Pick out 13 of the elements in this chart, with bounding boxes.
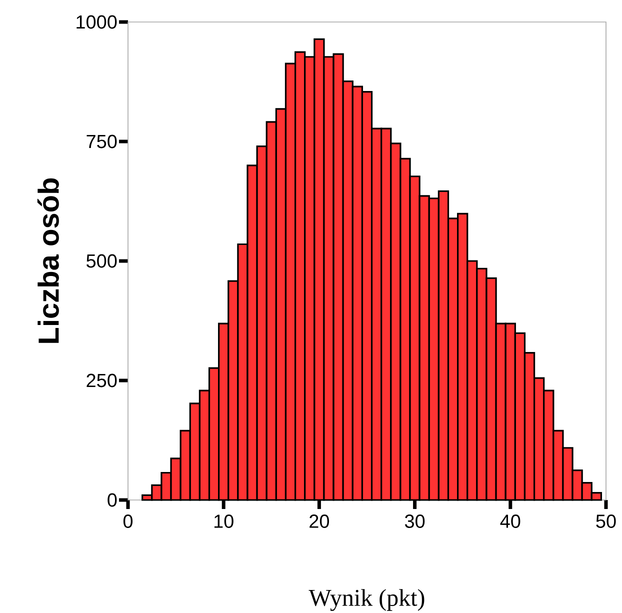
y-axis-title: Liczba osób bbox=[37, 178, 59, 343]
x-tick-label: 10 bbox=[214, 514, 234, 528]
y-tick-label: 1000 bbox=[76, 15, 117, 29]
x-tick-label: 0 bbox=[123, 514, 133, 528]
y-tick-label: 500 bbox=[86, 254, 117, 268]
y-tick-label: 250 bbox=[86, 374, 117, 388]
y-tick-label: 750 bbox=[86, 134, 117, 148]
y-tick-label: 0 bbox=[108, 493, 117, 507]
x-axis-title: Wynik (pkt) bbox=[308, 589, 424, 611]
x-tick-label: 40 bbox=[500, 514, 520, 528]
x-tick-label: 30 bbox=[404, 514, 425, 528]
x-tick-label: 20 bbox=[310, 514, 330, 528]
x-tick-label: 50 bbox=[596, 514, 616, 528]
